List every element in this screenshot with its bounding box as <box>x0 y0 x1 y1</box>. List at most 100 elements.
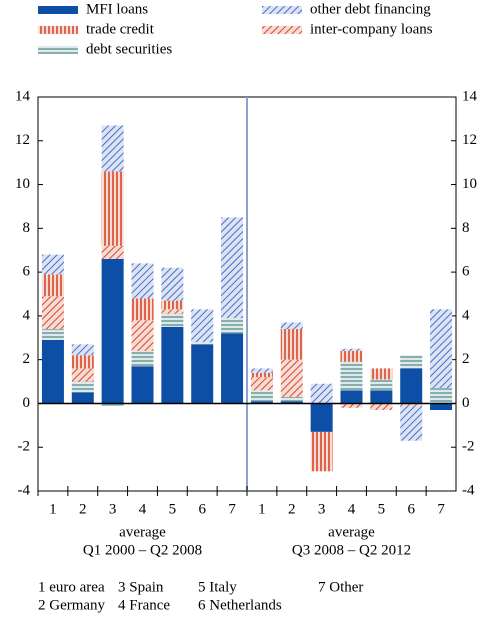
bar-segment <box>250 390 273 402</box>
legend-label: other debt financing <box>310 1 431 17</box>
x-tick-label: 6 <box>198 501 206 517</box>
y-tick-label: -2 <box>18 439 31 455</box>
x-tick-label: 4 <box>348 501 356 517</box>
bar-segment <box>400 403 423 406</box>
bar-segment <box>101 403 124 406</box>
bar-segment <box>41 296 64 330</box>
bar-segment <box>370 403 393 411</box>
bar-segment <box>131 366 154 404</box>
x-tick-label: 7 <box>228 501 236 517</box>
y2-tick-label: -2 <box>462 439 475 455</box>
y-tick-label: 14 <box>15 88 31 104</box>
legend-label: trade credit <box>86 21 155 37</box>
bar-segment <box>310 403 333 432</box>
legend-label: inter-company loans <box>310 21 433 37</box>
bar-segment <box>221 217 244 319</box>
bar-segment <box>221 318 244 334</box>
note: 5 Italy <box>198 579 237 595</box>
legend-swatch <box>262 26 302 34</box>
bar-segment <box>340 348 363 351</box>
note: 6 Netherlands <box>198 597 282 613</box>
y2-tick-label: 14 <box>462 88 478 104</box>
bar-segment <box>280 396 303 402</box>
bar-segment <box>71 392 94 404</box>
bar-segment <box>161 300 184 310</box>
y-tick-label: 10 <box>15 176 30 192</box>
bar-segment <box>370 368 393 380</box>
bar-segment <box>191 309 214 343</box>
y-tick-label: 4 <box>23 307 31 323</box>
bar-segment <box>161 309 184 314</box>
y2-tick-label: 8 <box>462 220 470 236</box>
note: 1 euro area <box>38 579 105 595</box>
note: 4 France <box>118 597 170 613</box>
bar-segment <box>280 359 303 397</box>
bar-segment <box>71 355 94 369</box>
x-tick-label: 1 <box>49 501 57 517</box>
y-tick-label: 2 <box>23 351 31 367</box>
bar-segment <box>101 258 124 404</box>
bar-segment <box>430 309 453 389</box>
note: 7 Other <box>318 579 363 595</box>
x-tick-label: 5 <box>378 501 386 517</box>
y2-tick-label: 2 <box>462 351 470 367</box>
legend-swatch <box>38 46 78 54</box>
bar-segment <box>280 322 303 330</box>
group-period: Q1 2000 – Q2 2008 <box>83 542 202 558</box>
bar-segment <box>250 377 273 391</box>
bar-segment <box>101 125 124 172</box>
bar-segment <box>280 401 303 404</box>
y-tick-label: 0 <box>23 395 31 411</box>
x-tick-label: 2 <box>288 501 296 517</box>
bar-segment <box>370 390 393 404</box>
bar-segment <box>191 342 214 345</box>
bar-segment <box>131 298 154 321</box>
legend-label: debt securities <box>86 41 172 57</box>
bar-segment <box>310 383 333 404</box>
bar-segment <box>161 326 184 404</box>
y-tick-label: -4 <box>18 482 31 498</box>
bar-segment <box>71 344 94 356</box>
bar-segment <box>400 355 423 369</box>
bar-segment <box>430 403 453 411</box>
bar-segment <box>430 388 453 404</box>
bar-segment <box>131 320 154 351</box>
legend-label: MFI loans <box>86 1 148 17</box>
x-tick-label: 3 <box>318 501 326 517</box>
y-tick-label: 12 <box>15 132 30 148</box>
bar-segment <box>41 339 64 404</box>
x-tick-label: 7 <box>437 501 445 517</box>
bar-segment <box>250 372 273 378</box>
bar-segment <box>161 267 184 301</box>
bar-segment <box>71 381 94 393</box>
x-tick-label: 6 <box>407 501 415 517</box>
bar-segment <box>41 329 64 340</box>
bar-segment <box>71 368 94 382</box>
bar-segment <box>250 368 273 373</box>
x-tick-label: 1 <box>258 501 266 517</box>
y2-tick-label: 0 <box>462 395 470 411</box>
bar-segment <box>340 361 363 391</box>
y2-tick-label: -4 <box>462 482 475 498</box>
legend-swatch <box>262 6 302 14</box>
y2-tick-label: 12 <box>462 132 477 148</box>
bar-segment <box>250 401 273 404</box>
bar-segment <box>370 379 393 391</box>
bar-segment <box>131 350 154 367</box>
bar-segment <box>400 368 423 404</box>
bar-segment <box>41 274 64 297</box>
bar-segment <box>191 344 214 404</box>
group-label: average <box>119 524 166 540</box>
x-tick-label: 4 <box>139 501 147 517</box>
bar-segment <box>41 254 64 275</box>
legend-swatch <box>38 6 78 14</box>
legend-swatch <box>38 26 78 34</box>
bar-segment <box>101 245 124 259</box>
group-period: Q3 2008 – Q2 2012 <box>292 542 411 558</box>
bar-segment <box>131 263 154 299</box>
bar-segment <box>310 431 333 472</box>
y2-tick-label: 10 <box>462 176 477 192</box>
bar-segment <box>340 390 363 404</box>
bar-segment <box>101 171 124 246</box>
